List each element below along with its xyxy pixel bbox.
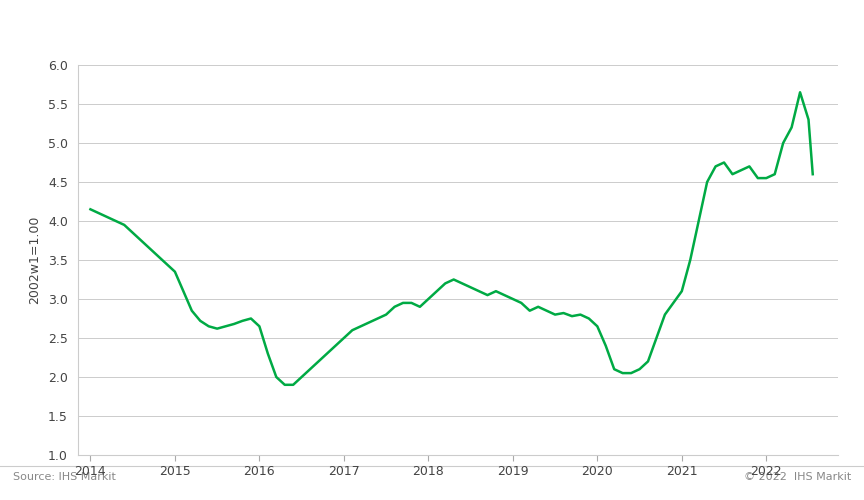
Text: © 2022  IHS Markit: © 2022 IHS Markit (744, 472, 851, 482)
Text: Source: IHS Markit: Source: IHS Markit (13, 472, 116, 482)
Y-axis label: 2002w1=1.00: 2002w1=1.00 (29, 216, 41, 304)
Text: IHS Markit Materials  Price Index: IHS Markit Materials Price Index (13, 24, 374, 42)
